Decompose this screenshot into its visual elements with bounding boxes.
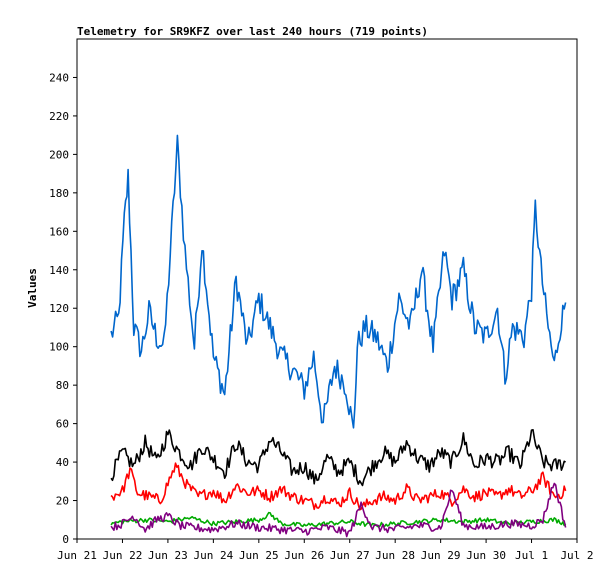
chart-title: Telemetry for SR9KFZ over last 240 hours…	[77, 25, 428, 38]
y-tick-label: 100	[49, 341, 69, 354]
x-tick-label: Jun 26	[284, 549, 324, 562]
y-tick-label: 180	[49, 187, 69, 200]
x-tick-label: Jun 27	[330, 549, 370, 562]
series-line-3	[110, 462, 567, 511]
series-line-4	[110, 511, 567, 528]
series-layer	[110, 134, 567, 538]
y-tick-label: 240	[49, 71, 69, 84]
x-tick-label: Jun 29	[421, 549, 461, 562]
series-line-2	[110, 428, 566, 487]
x-axis-ticks: Jun 21 Jun 22 Jun 23 Jun 24 Jun 25 Jun 26 Jun …	[57, 539, 594, 562]
x-tick-label: Jul 2	[560, 549, 593, 562]
plot-frame	[76, 38, 578, 540]
y-tick-label: 160	[49, 225, 69, 238]
x-tick-label: Jun 24	[193, 549, 233, 562]
y-tick-label: 220	[49, 110, 69, 123]
x-tick-label: Jun 30	[466, 549, 506, 562]
series-line-5	[110, 482, 567, 538]
x-tick-label: Jun 22	[103, 549, 143, 562]
x-tick-label: Jun 23	[148, 549, 188, 562]
x-tick-label: Jun 28	[375, 549, 415, 562]
y-tick-label: 20	[56, 495, 69, 508]
x-tick-label: Jun 25	[239, 549, 279, 562]
x-tick-label: Jul 1	[515, 549, 548, 562]
y-tick-label: 140	[49, 264, 69, 277]
y-tick-label: 200	[49, 148, 69, 161]
y-tick-label: 0	[62, 533, 69, 546]
y-tick-label: 40	[56, 456, 69, 469]
y-tick-label: 80	[56, 379, 69, 392]
x-tick-label: Jun 21	[57, 549, 97, 562]
y-axis-ticks: 0 20 40 60 80 100 120 140 160 180 200 220 240	[49, 71, 77, 546]
y-axis-label: Values	[26, 268, 39, 308]
y-tick-label: 120	[49, 302, 69, 315]
y-tick-label: 60	[56, 418, 69, 431]
series-line-1	[110, 134, 567, 429]
